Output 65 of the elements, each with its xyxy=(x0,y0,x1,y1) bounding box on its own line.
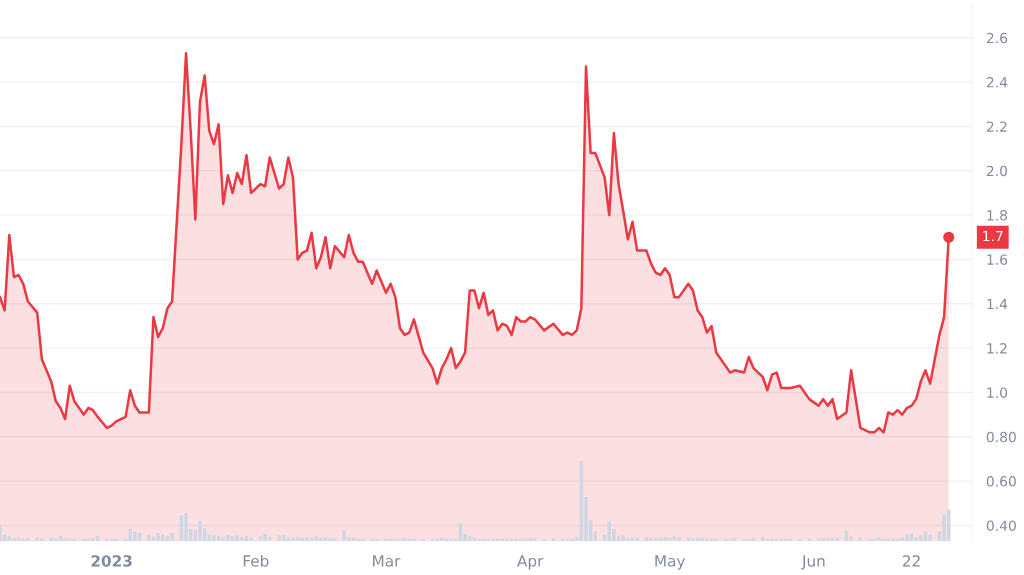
x-tick-label: May xyxy=(655,555,686,570)
bar xyxy=(505,538,509,541)
bar xyxy=(635,537,639,541)
bar xyxy=(705,538,709,541)
bar xyxy=(12,537,16,541)
bar xyxy=(305,537,309,541)
bar xyxy=(319,537,323,541)
bar xyxy=(198,521,202,541)
y-tick-label: 2.2 xyxy=(986,121,1007,132)
bar xyxy=(412,538,416,541)
y-tick-label: 0.60 xyxy=(986,476,1016,487)
x-tick-label: Apr xyxy=(517,555,544,570)
bar xyxy=(281,535,286,541)
bar xyxy=(835,537,839,541)
y-tick-label: 0.40 xyxy=(986,520,1016,531)
bar xyxy=(570,538,574,541)
x-tick-label: 2023 xyxy=(91,555,132,567)
x-tick-label: Feb xyxy=(243,554,269,567)
bar xyxy=(212,535,216,541)
y-tick-label: 1.8 xyxy=(987,210,1008,221)
y-tick-label: 2.4 xyxy=(986,77,1008,88)
y-tick-label: 1.6 xyxy=(987,254,1008,265)
bar xyxy=(807,538,811,541)
bar xyxy=(784,538,788,541)
bar xyxy=(928,534,932,541)
bar xyxy=(649,537,653,541)
bar xyxy=(877,537,881,541)
bar xyxy=(249,537,253,541)
bar xyxy=(942,514,946,541)
bar xyxy=(770,538,774,541)
bar xyxy=(26,537,30,541)
bar xyxy=(542,538,546,541)
bar xyxy=(398,538,402,541)
x-tick-label: Mar xyxy=(373,555,401,567)
bar xyxy=(923,531,928,541)
bar xyxy=(147,534,151,541)
bar xyxy=(891,538,895,541)
bar xyxy=(714,538,718,541)
x-tick-label: Jun xyxy=(801,555,825,570)
annotation: 1.7 xyxy=(983,230,1003,242)
bar xyxy=(663,537,667,541)
bar xyxy=(477,538,481,541)
bar xyxy=(277,535,281,541)
bar xyxy=(105,538,109,541)
bar xyxy=(170,533,174,541)
bar xyxy=(263,533,267,541)
bar xyxy=(91,537,95,541)
bar xyxy=(184,513,188,541)
bar xyxy=(593,531,598,541)
bar xyxy=(798,538,802,541)
bar xyxy=(691,538,695,541)
y-tick-label: 0.80 xyxy=(986,431,1016,443)
bar xyxy=(291,537,295,541)
bar xyxy=(384,538,388,541)
bar xyxy=(0,525,2,541)
bar xyxy=(491,538,495,541)
bar xyxy=(370,538,374,541)
y-tick-label: 1.0 xyxy=(987,387,1008,398)
bar xyxy=(677,537,681,541)
y-tick-label: 2.6 xyxy=(986,32,1008,44)
y-tick-label: 2.0 xyxy=(986,165,1008,177)
x-tick-label: 22 xyxy=(902,555,920,567)
bar xyxy=(421,538,425,541)
y-tick-label: 1.2 xyxy=(987,343,1007,354)
y-tick-label: 1.4 xyxy=(987,298,1008,310)
